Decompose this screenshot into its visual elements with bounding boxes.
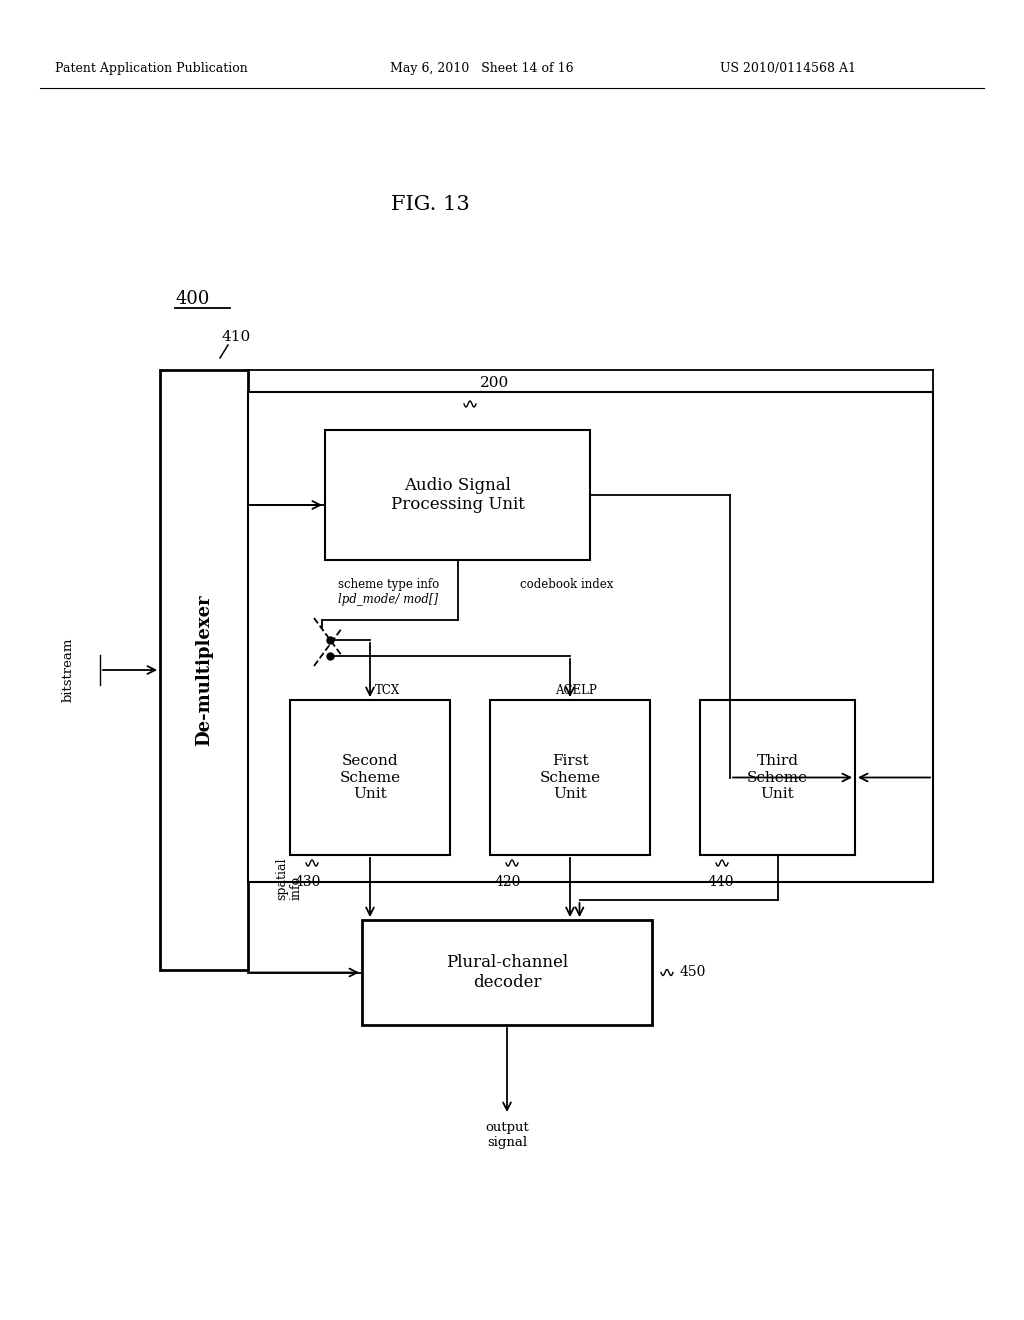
Bar: [325, 430, 590, 560]
Text: spatial
info: spatial info: [275, 858, 303, 900]
Text: US 2010/0114568 A1: US 2010/0114568 A1: [720, 62, 856, 75]
Bar: [290, 700, 450, 855]
Text: De-multiplexer: De-multiplexer: [195, 594, 213, 746]
Text: May 6, 2010   Sheet 14 of 16: May 6, 2010 Sheet 14 of 16: [390, 62, 573, 75]
Text: Audio Signal
Processing Unit: Audio Signal Processing Unit: [390, 477, 524, 513]
Bar: [160, 370, 248, 970]
Text: Third
Scheme
Unit: Third Scheme Unit: [746, 754, 808, 801]
Text: codebook index: codebook index: [520, 578, 613, 591]
Bar: [490, 700, 650, 855]
Text: 450: 450: [680, 965, 707, 979]
Text: 420: 420: [495, 875, 521, 888]
Text: Patent Application Publication: Patent Application Publication: [55, 62, 248, 75]
Bar: [248, 392, 933, 882]
Text: bitstream: bitstream: [61, 638, 75, 702]
Text: FIG. 13: FIG. 13: [390, 195, 469, 214]
Bar: [700, 700, 855, 855]
Text: output
signal: output signal: [485, 1121, 528, 1148]
Text: First
Scheme
Unit: First Scheme Unit: [540, 754, 600, 801]
Text: 400: 400: [175, 290, 209, 308]
Text: 430: 430: [295, 875, 322, 888]
Text: ACELP: ACELP: [555, 684, 597, 697]
Text: lpd_mode/ mod[]: lpd_mode/ mod[]: [338, 593, 438, 606]
Text: 440: 440: [708, 875, 734, 888]
Text: TCX: TCX: [375, 684, 400, 697]
Bar: [362, 920, 652, 1026]
Text: Second
Scheme
Unit: Second Scheme Unit: [339, 754, 400, 801]
Text: 200: 200: [480, 376, 509, 389]
Text: 410: 410: [222, 330, 251, 345]
Text: scheme type info: scheme type info: [338, 578, 439, 591]
Text: Plural-channel
decoder: Plural-channel decoder: [445, 954, 568, 991]
